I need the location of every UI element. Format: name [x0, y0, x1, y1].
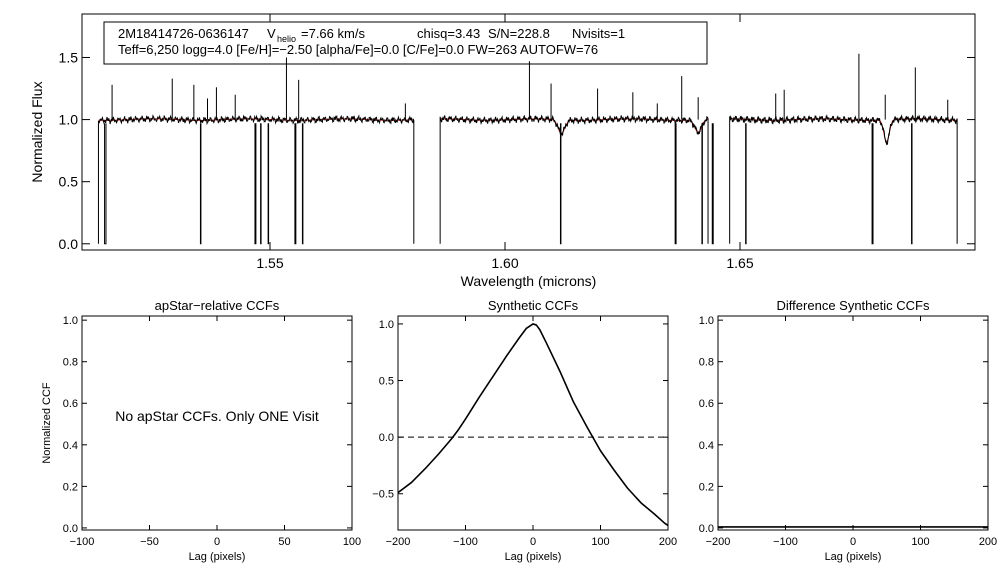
y-tick-label: −0.5 [372, 489, 394, 501]
vhelio-value: =7.66 km/s [301, 26, 365, 41]
y-tick-label: 0.8 [699, 357, 714, 369]
x-tick-label: 100 [343, 536, 361, 548]
y-tick-label: 1.0 [379, 319, 394, 331]
bad-pixel-dropout [871, 123, 874, 245]
y-tick-label: 0.6 [63, 398, 78, 410]
synthetic-ccf-line [397, 323, 669, 527]
nvisits: Nvisits=1 [572, 26, 625, 41]
info-box-frame [103, 21, 708, 65]
x-tick-label: −100 [773, 536, 798, 548]
x-tick-label: 1.65 [726, 255, 753, 271]
x-tick-label: 1.55 [256, 255, 283, 271]
x-tick-label: 0 [850, 536, 856, 548]
y-tick-label: 0.6 [699, 398, 714, 410]
bad-pixel-dropout [711, 123, 714, 245]
y-tick-label: 1.0 [63, 315, 78, 327]
y-tick-label: 1.0 [59, 112, 79, 128]
chart-title: Difference Synthetic CCFs [777, 298, 930, 313]
y-tick-label: 0.2 [699, 481, 714, 493]
y-axis-label: Normalized CCF [41, 382, 53, 464]
y-tick-label: 0.2 [63, 481, 78, 493]
bad-pixel-dropout [294, 123, 297, 245]
y-tick-label: 0.4 [699, 440, 714, 452]
y-tick-label: 0.0 [59, 236, 79, 252]
x-tick-label: 200 [979, 536, 997, 548]
observed-spectrum-line [729, 114, 958, 244]
x-axis-label: Wavelength (microns) [461, 273, 597, 289]
x-tick-label: 0 [530, 536, 536, 548]
x-tick-label: 200 [659, 536, 677, 548]
y-tick-label: 0.0 [699, 523, 714, 535]
x-tick-label: 100 [591, 536, 609, 548]
info-box: 2M18414726-0636147 V helio =7.66 km/s ch… [103, 21, 708, 65]
y-tick-label: 1.5 [59, 50, 79, 66]
chart-title: apStar−relative CCFs [155, 298, 280, 313]
x-tick-label: 1.60 [491, 255, 518, 271]
y-tick-label: 0.0 [63, 523, 78, 535]
stellar-parameters: Teff=6,250 logg=4.0 [Fe/H]=−2.50 [alpha/… [118, 42, 598, 57]
star-id: 2M18414726-0636147 [118, 26, 249, 41]
x-tick-label: −100 [70, 536, 95, 548]
bad-pixel-dropout [254, 123, 257, 245]
vhelio-subscript: helio [277, 34, 296, 44]
bad-pixel-dropout [674, 123, 677, 245]
plot-frame [397, 315, 669, 531]
chisq: chisq=3.43 [417, 26, 480, 41]
chart-title: Synthetic CCFs [488, 298, 579, 313]
plot-frame [717, 315, 989, 531]
x-axis-label: Lag (pixels) [505, 551, 562, 563]
y-tick-label: 0.4 [63, 440, 78, 452]
vhelio-label: V [267, 26, 276, 41]
x-tick-label: −200 [386, 536, 411, 548]
y-tick-label: 0.8 [63, 357, 78, 369]
x-tick-label: −200 [706, 536, 731, 548]
difference-ccf-panel: −200 −100 0 100 200 0.0 0.2 0.4 0.6 0.8 1.0 Differe… [699, 298, 997, 563]
x-tick-label: 50 [278, 536, 290, 548]
spectrum-panel: 1.55 1.60 1.65 0.0 0.5 1.0 1.5 Wavelength (micr… [29, 13, 976, 289]
no-ccf-annotation: No apStar CCFs. Only ONE Visit [115, 408, 319, 424]
apstar-ccf-panel: −100 −50 0 50 100 0.0 0.2 0.4 0.6 0.8 1.0 apStar−re… [41, 298, 361, 563]
x-tick-label: 0 [214, 536, 220, 548]
snr: S/N=228.8 [488, 26, 550, 41]
y-axis-label: Normalized Flux [29, 81, 45, 182]
plot-frame [81, 13, 976, 251]
x-tick-label: −50 [140, 536, 159, 548]
bad-pixel-dropout [104, 123, 107, 245]
observed-spectrum-line [97, 114, 415, 244]
x-tick-label: −100 [453, 536, 478, 548]
y-tick-label: 0.0 [379, 432, 394, 444]
model-spectrum-line [729, 118, 958, 143]
y-tick-label: 0.5 [379, 375, 394, 387]
observed-spectrum-line [439, 114, 709, 244]
x-axis-label: Lag (pixels) [825, 551, 882, 563]
synthetic-ccf-panel: −200 −100 0 100 200 −0.5 0.0 0.5 1.0 Synthetic CC… [372, 298, 677, 563]
x-axis-label: Lag (pixels) [189, 551, 246, 563]
y-tick-label: 1.0 [699, 315, 714, 327]
x-tick-label: 100 [911, 536, 929, 548]
y-tick-label: 0.5 [59, 174, 79, 190]
